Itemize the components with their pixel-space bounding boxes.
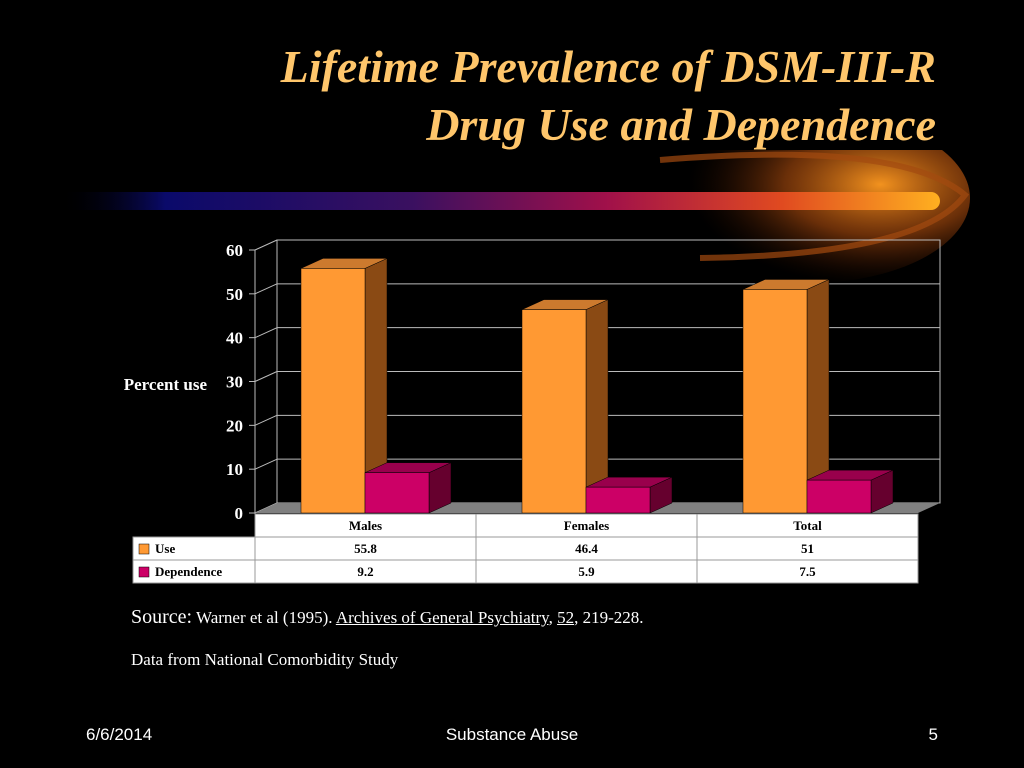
title-line-1: Lifetime Prevalence of DSM-III-R bbox=[280, 41, 936, 92]
category-label: Males bbox=[349, 518, 382, 533]
comet-streak-bar bbox=[60, 192, 940, 210]
source-separator: , bbox=[548, 608, 558, 627]
category-label: Total bbox=[793, 518, 822, 533]
source-pages: , 219-228. bbox=[574, 608, 644, 627]
table-value: 46.4 bbox=[575, 541, 598, 556]
legend-label: Dependence bbox=[155, 564, 222, 579]
source-label: Source: bbox=[131, 606, 193, 628]
y-tick-label: 50 bbox=[226, 285, 243, 304]
bar-use bbox=[742, 289, 808, 514]
bar-dependence bbox=[585, 486, 651, 514]
table-value: 9.2 bbox=[357, 564, 373, 579]
footer-title: Substance Abuse bbox=[445, 725, 579, 744]
gridline-side bbox=[254, 327, 278, 339]
source-citation: Source: Warner et al (1995). Archives of… bbox=[131, 606, 643, 629]
bar-dependence bbox=[806, 479, 872, 514]
title-line-2: Drug Use and Dependence bbox=[426, 99, 936, 150]
legend-label: Use bbox=[155, 541, 175, 556]
bar-dependence bbox=[364, 472, 430, 514]
y-tick-label: 60 bbox=[226, 241, 243, 260]
decorative-comet-streak bbox=[60, 150, 970, 283]
category-label: Females bbox=[564, 518, 609, 533]
source-volume: 52 bbox=[557, 608, 575, 627]
y-tick-label: 0 bbox=[235, 504, 244, 523]
gridline-side bbox=[254, 458, 278, 470]
y-tick-label: 40 bbox=[226, 329, 243, 348]
gridline-side bbox=[254, 371, 278, 382]
footer-page-number: 5 bbox=[928, 725, 938, 744]
source-authors: Warner et al (1995). bbox=[192, 608, 336, 627]
table-value: 7.5 bbox=[799, 564, 816, 579]
y-tick-label: 20 bbox=[226, 416, 243, 435]
source-journal: Archives of General Psychiatry bbox=[335, 608, 549, 627]
footer-date: 6/6/2014 bbox=[86, 725, 153, 744]
bar-use bbox=[521, 309, 587, 514]
y-axis-label: Percent use bbox=[124, 375, 208, 394]
legend-swatch bbox=[138, 566, 150, 578]
gridline-side bbox=[254, 239, 278, 251]
slide-title: Lifetime Prevalence of DSM-III-R Drug Us… bbox=[281, 38, 936, 154]
comet-ring bbox=[659, 151, 970, 261]
bar-use bbox=[300, 268, 366, 514]
legend-swatch bbox=[138, 543, 150, 555]
comet-glow bbox=[650, 150, 970, 283]
gridline-side bbox=[254, 283, 278, 295]
table-value: 55.8 bbox=[354, 541, 377, 556]
y-tick-label: 30 bbox=[226, 373, 243, 392]
table-value: 5.9 bbox=[578, 564, 595, 579]
data-note: Data from National Comorbidity Study bbox=[131, 650, 399, 669]
table-value: 51 bbox=[801, 541, 814, 556]
gridline-side bbox=[254, 414, 278, 426]
y-tick-label: 10 bbox=[226, 460, 243, 479]
table-data-row bbox=[132, 559, 919, 584]
